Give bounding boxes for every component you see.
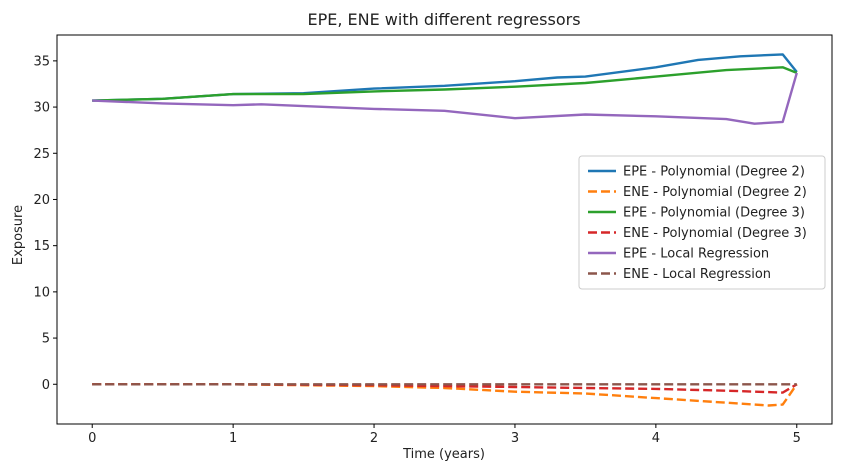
y-tick-label: 0 [42, 378, 50, 393]
x-axis-label: Time (years) [402, 447, 485, 462]
x-tick-label: 2 [370, 431, 378, 446]
x-tick-label: 5 [793, 431, 801, 446]
series-line-3 [92, 66, 798, 102]
legend: EPE - Polynomial (Degree 2) ENE - Polynom… [578, 155, 826, 290]
legend-box [578, 155, 826, 290]
legend-label: ENE - Polynomial (Degree 3) [623, 226, 807, 241]
series-line-2 [92, 383, 798, 407]
y-tick-label: 10 [33, 285, 50, 300]
chart-title: EPE, ENE with different regressors [307, 10, 580, 29]
legend-label: ENE - Polynomial (Degree 2) [623, 185, 807, 200]
y-tick-label: 20 [33, 193, 50, 208]
y-axis-label: Exposure [11, 205, 26, 265]
x-tick-label: 3 [511, 431, 519, 446]
x-tick-label: 0 [88, 431, 96, 446]
y-tick-label: 15 [33, 239, 50, 254]
legend-label: EPE - Polynomial (Degree 3) [623, 206, 805, 221]
plot-frame [56, 34, 833, 425]
legend-label: ENE - Local Regression [623, 267, 771, 282]
series-line-1 [92, 53, 798, 102]
y-tick-label: 5 [42, 332, 50, 347]
plot-content: 0 1 2 3 4 5 0 5 10 15 20 25 30 35 [33, 34, 833, 446]
legend-label: EPE - Local Regression [623, 247, 769, 262]
x-tick-label: 4 [652, 431, 660, 446]
y-tick-label: 30 [33, 101, 50, 116]
series-line-5 [92, 72, 798, 125]
legend-label: EPE - Polynomial (Degree 2) [623, 165, 805, 180]
x-tick-label: 1 [229, 431, 237, 446]
y-tick-label: 25 [33, 147, 50, 162]
y-tick-label: 35 [33, 54, 50, 69]
